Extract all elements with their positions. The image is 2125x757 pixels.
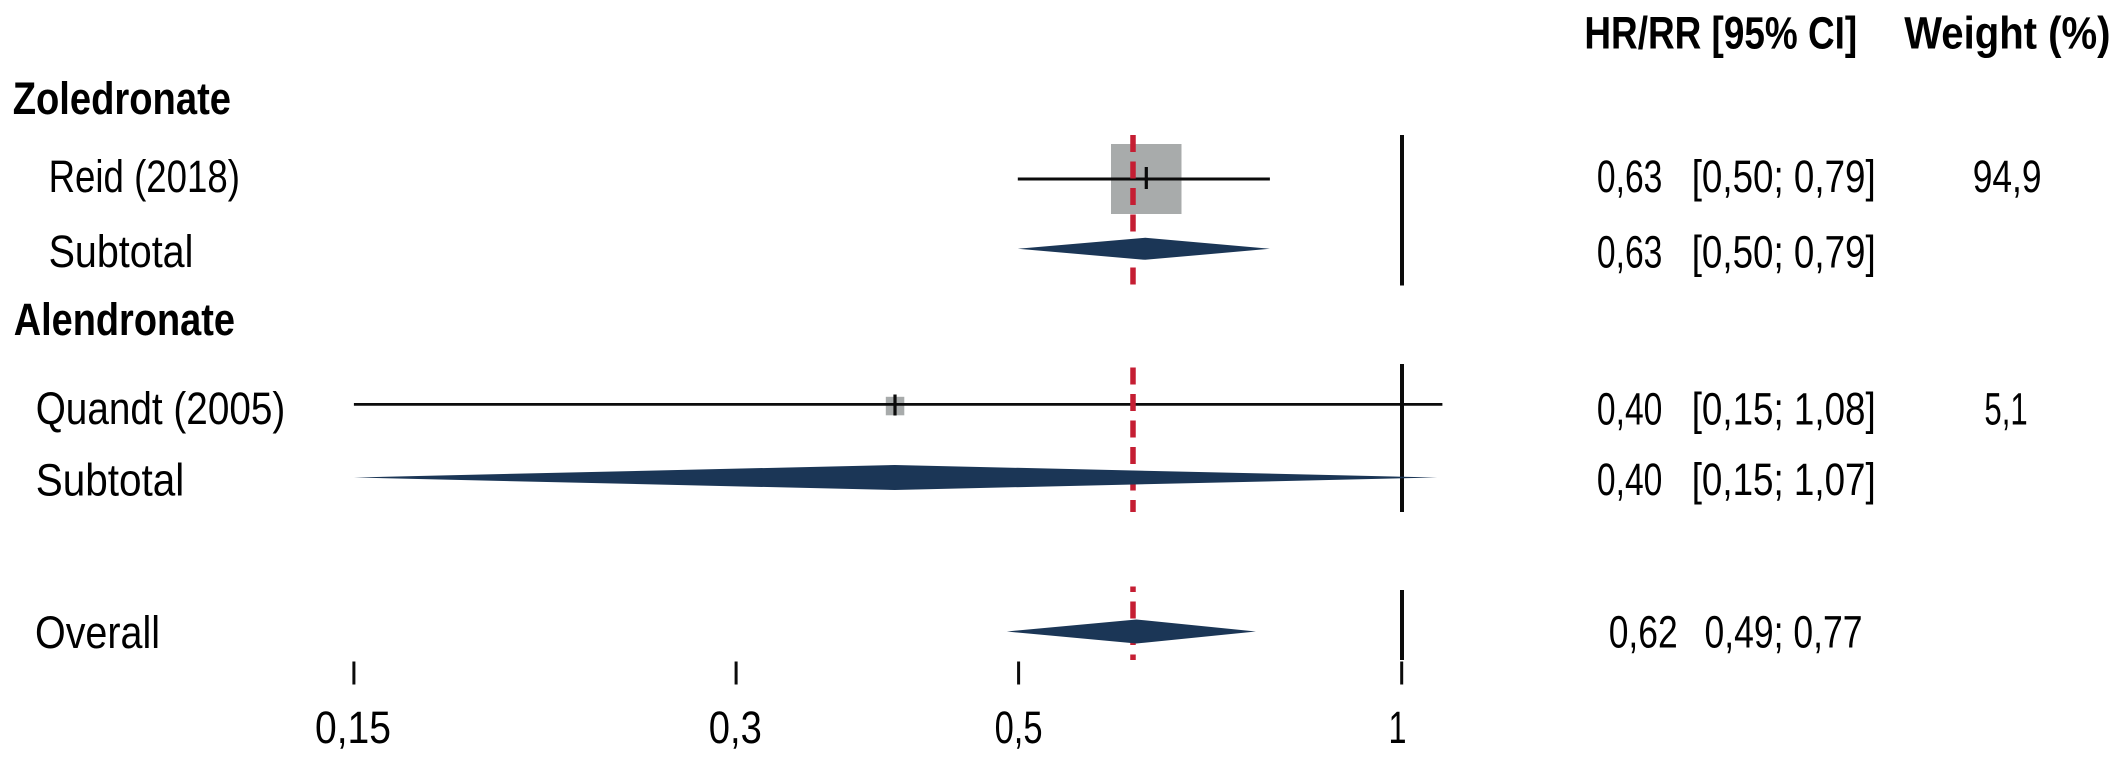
svg-text:Reid (2018): Reid (2018) <box>49 151 240 202</box>
svg-text:0,63: 0,63 <box>1597 151 1663 202</box>
svg-text:Subtotal: Subtotal <box>49 226 194 277</box>
svg-text:[0,50; 0,79]: [0,50; 0,79] <box>1692 151 1876 202</box>
svg-text:[0,15; 1,08]: [0,15; 1,08] <box>1692 384 1876 435</box>
svg-text:94,9: 94,9 <box>1973 151 2042 202</box>
svg-text:0,49; 0,77: 0,49; 0,77 <box>1705 607 1863 658</box>
svg-text:0,40: 0,40 <box>1597 384 1663 435</box>
svg-text:Subtotal: Subtotal <box>36 455 185 506</box>
svg-text:0,3: 0,3 <box>709 702 762 753</box>
svg-text:Quandt (2005): Quandt (2005) <box>36 383 286 434</box>
svg-text:Zoledronate: Zoledronate <box>13 73 231 124</box>
svg-text:0,5: 0,5 <box>995 702 1043 753</box>
svg-text:Weight (%): Weight (%) <box>1904 7 2110 58</box>
svg-text:0,15: 0,15 <box>315 702 391 753</box>
svg-text:HR/RR [95% CI]: HR/RR [95% CI] <box>1584 7 1857 58</box>
svg-text:[0,50; 0,79]: [0,50; 0,79] <box>1692 227 1876 278</box>
svg-text:5,1: 5,1 <box>1984 384 2027 435</box>
svg-text:0,62: 0,62 <box>1609 607 1678 658</box>
svg-text:1: 1 <box>1389 702 1407 753</box>
svg-text:Alendronate: Alendronate <box>14 294 235 345</box>
svg-text:0,63: 0,63 <box>1597 227 1663 278</box>
svg-text:[0,15; 1,07]: [0,15; 1,07] <box>1692 454 1876 505</box>
svg-text:Overall: Overall <box>35 607 160 658</box>
svg-text:0,40: 0,40 <box>1597 454 1663 505</box>
